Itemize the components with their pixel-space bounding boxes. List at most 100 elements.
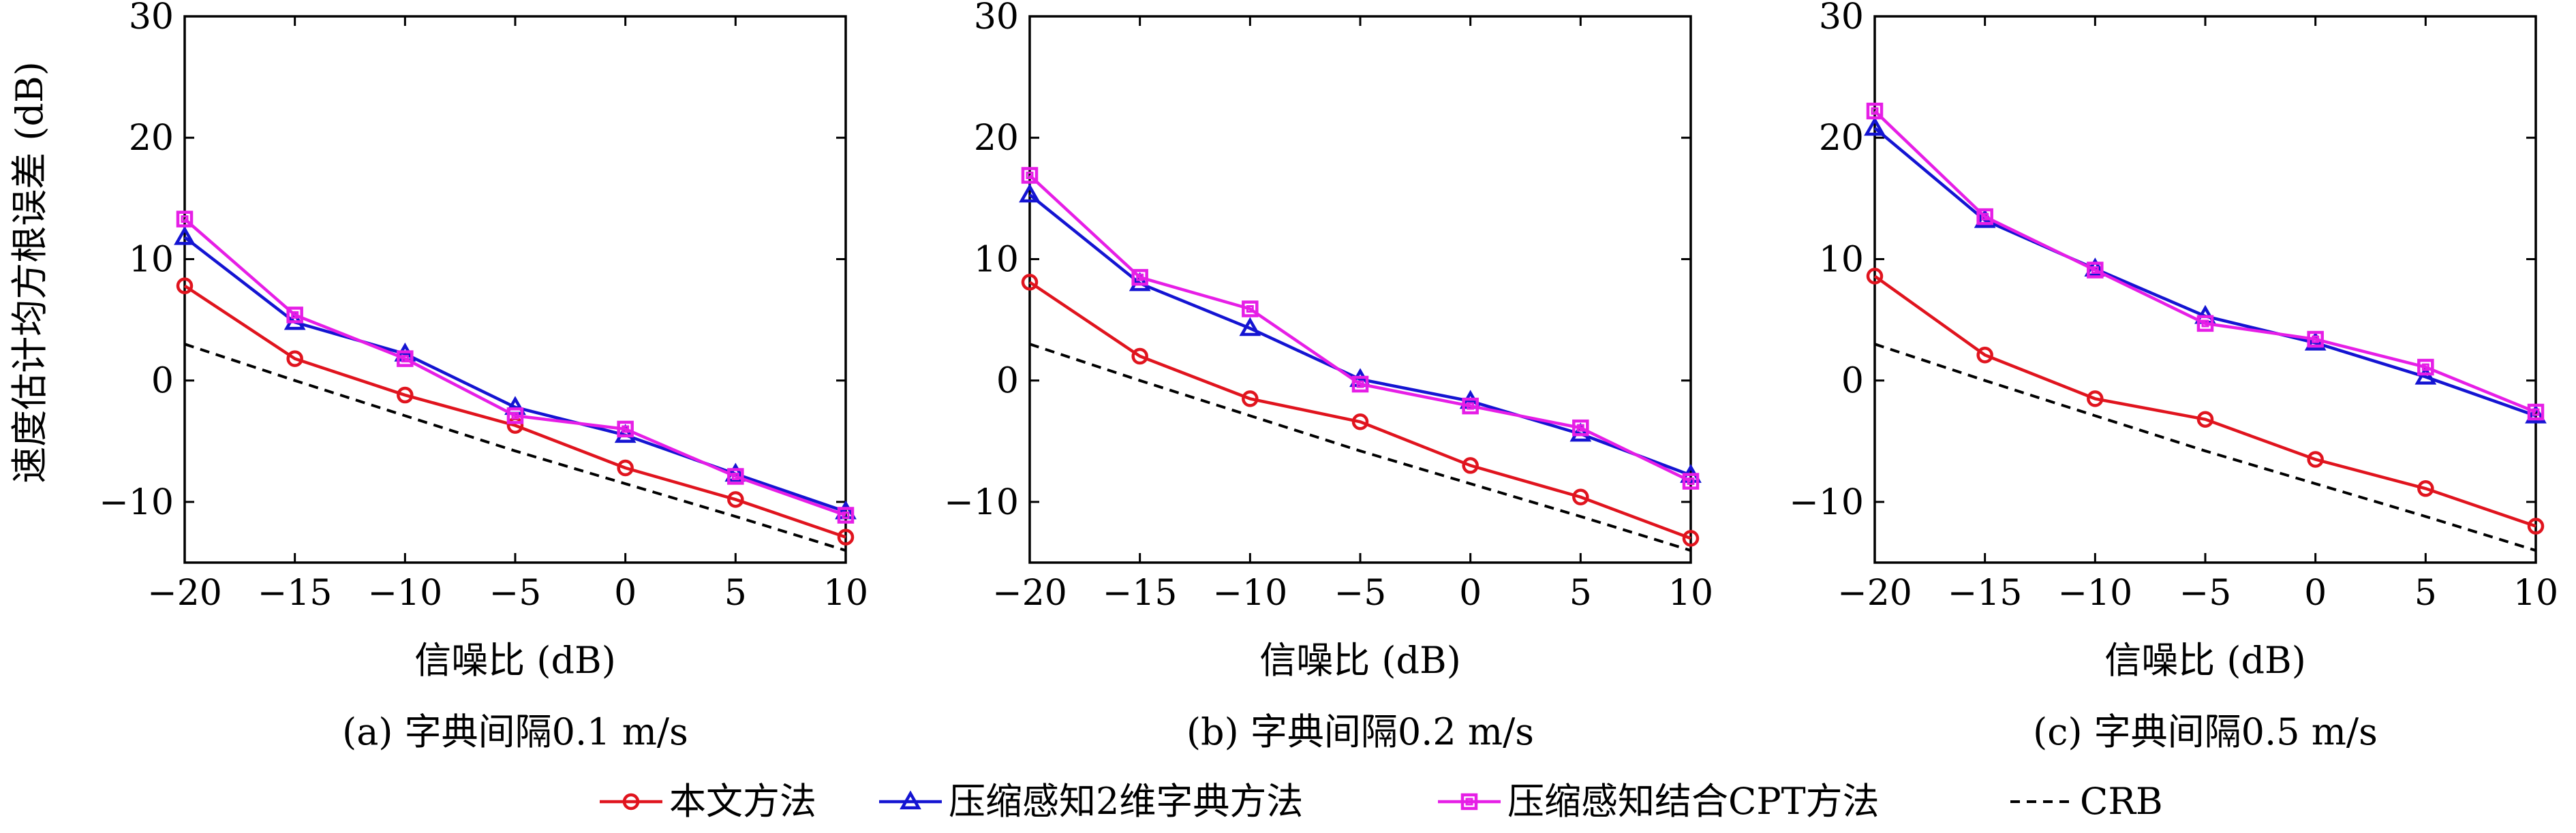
x-tick-label: −15: [258, 573, 333, 614]
panel-caption: (c) 字典间隔0.5 m/s: [2033, 710, 2378, 753]
legend-marker-2: [900, 790, 921, 810]
y-axis-label: 速度估计均方根误差 (dB): [8, 61, 51, 484]
y-tick-label: 10: [1819, 239, 1864, 280]
series-line-1: [1028, 281, 1691, 540]
series-3-point: [397, 350, 414, 367]
series-3-point-inner: [1981, 213, 1989, 221]
series-line-3: [183, 217, 846, 517]
series-2-point: [1569, 422, 1592, 442]
chart-panels: −20 −15 −10 −5 0 5 10 −10 0 10 20 30 信噪比 (dB) (a) 字典间…: [99, 0, 2558, 753]
series-3-point-inner: [1356, 380, 1364, 388]
series-2-point: [174, 225, 196, 245]
series-3-point-inner: [842, 511, 850, 519]
series-3-point: [1572, 419, 1589, 437]
series-3-point-inner: [1246, 305, 1254, 313]
series-2-point: [614, 424, 637, 443]
plot-frame: [1028, 15, 1692, 564]
series-1-point: [2087, 390, 2104, 407]
x-tick-label: 5: [724, 573, 747, 614]
x-axis-label: 信噪比 (dB): [2104, 639, 2306, 682]
x-tick-label: −20: [1837, 573, 1912, 614]
series-2-point: [2304, 331, 2327, 351]
series-3-point-inner: [1136, 273, 1144, 281]
legend-marker-1: [622, 793, 640, 811]
legend: 本文方法 压缩感知2维字典方法 压缩感知结合CPT方法 CRB: [600, 780, 2163, 823]
series-3-point-inner: [731, 472, 739, 480]
series-3-point: [837, 507, 855, 524]
series-3-point: [617, 420, 634, 438]
series-3-point: [1021, 167, 1039, 184]
y-tick-label: 0: [151, 361, 174, 402]
x-tick-label: 5: [2414, 573, 2437, 614]
y-tick-label: −10: [1789, 482, 1864, 523]
series-2-point: [1864, 116, 1886, 136]
series-3-point-inner: [1687, 477, 1695, 486]
series-line-3: [1028, 174, 1691, 483]
x-tick-label: 0: [1459, 573, 1482, 614]
legend-label-2: 压缩感知2维字典方法: [949, 780, 1303, 823]
x-tick-label: −15: [1948, 573, 2023, 614]
series-3-point-inner: [622, 425, 630, 433]
series-line-3: [1873, 110, 2536, 414]
series-3-point-inner: [2201, 319, 2209, 328]
series-line-4: [184, 343, 846, 552]
series-3-point: [2307, 330, 2324, 348]
plot-frame: [1873, 15, 2537, 564]
series-1-point: [2196, 411, 2214, 428]
series-3-point-inner: [2532, 408, 2540, 416]
x-tick-label: −5: [2179, 573, 2232, 614]
x-axis-label: 信噪比 (dB): [1259, 639, 1461, 682]
series-1-point: [286, 350, 303, 367]
series-1-point: [727, 491, 744, 508]
x-tick-label: −20: [147, 573, 222, 614]
series-2-point: [1019, 183, 1041, 203]
series-1-point: [1572, 488, 1589, 506]
series-3-point: [176, 210, 194, 227]
y-tick-label: 20: [974, 118, 1019, 159]
series-1-point: [176, 277, 194, 294]
series-2-point: [1239, 317, 1261, 336]
y-tick-label: 0: [1841, 361, 1864, 402]
series-1-point: [1866, 268, 1884, 285]
legend-marker-3-inner: [1465, 798, 1473, 806]
series-1-point: [1682, 530, 1700, 547]
series-1-point: [1131, 347, 1148, 365]
legend-label-3: 压缩感知结合CPT方法: [1507, 780, 1880, 823]
panel-caption: (a) 字典间隔0.1 m/s: [342, 710, 688, 753]
series-1-point: [1242, 390, 1259, 407]
series-line-1: [183, 284, 846, 539]
series-1-point: [2527, 518, 2545, 535]
series-3-point: [1131, 268, 1148, 286]
x-tick-label: −10: [1212, 573, 1287, 614]
chart-panel-b: −20 −15 −10 −5 0 5 10 −10 0 10 20 30 信噪比 (dB) (b) 字典间…: [944, 0, 1713, 753]
series-line-4: [1029, 343, 1691, 552]
chart-panel-a: −20 −15 −10 −5 0 5 10 −10 0 10 20 30 信噪比 (dB) (a) 字典间…: [99, 0, 868, 753]
series-1-point: [1351, 413, 1369, 430]
series-3-point: [1462, 397, 1479, 415]
x-tick-label: 10: [823, 573, 868, 614]
series-3-point-inner: [1467, 402, 1475, 410]
series-1-point: [2307, 451, 2324, 468]
x-tick-label: −10: [2057, 573, 2132, 614]
series-1-point: [397, 386, 414, 404]
x-tick-label: −5: [1334, 573, 1387, 614]
chart-panel-c: −20 −15 −10 −5 0 5 10 −10 0 10 20 30 信噪比 (dB) (c) 字典间…: [1789, 0, 2558, 753]
x-tick-label: −10: [367, 573, 442, 614]
series-3-point-inner: [401, 355, 409, 363]
series-2-point: [1129, 272, 1151, 292]
series-3-point: [1976, 208, 1993, 225]
series-3-point-inner: [1026, 171, 1034, 179]
y-tick-label: 30: [974, 0, 1019, 37]
series-1-point: [837, 529, 855, 546]
series-1-point: [617, 459, 634, 477]
series-1-point: [1976, 346, 1993, 364]
x-tick-label: 0: [614, 573, 637, 614]
series-3-point-inner: [2091, 266, 2099, 274]
x-tick-label: 5: [1569, 573, 1592, 614]
x-tick-label: 10: [1668, 573, 1713, 614]
series-1-point: [2417, 480, 2434, 497]
y-tick-label: −10: [99, 482, 174, 523]
series-3-point: [506, 407, 524, 424]
series-3-point-inner: [181, 215, 189, 223]
